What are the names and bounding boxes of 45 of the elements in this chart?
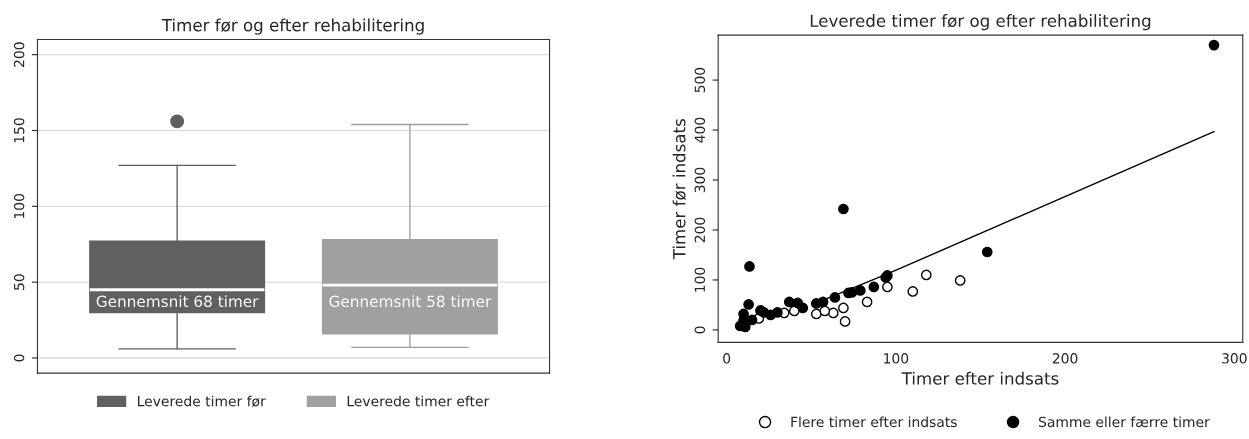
point xyxy=(744,261,755,272)
point xyxy=(854,285,866,296)
y-axis-title: Timer før indsats xyxy=(672,119,687,260)
legend-label: Leverede timer efter xyxy=(347,395,490,407)
legend-label: Flere timer efter indsats xyxy=(791,416,957,428)
point xyxy=(868,281,880,293)
point xyxy=(829,292,841,303)
y-tick-label: 200 xyxy=(694,217,706,243)
point xyxy=(819,305,831,317)
point xyxy=(861,296,873,308)
point xyxy=(838,203,849,215)
x-tick-label: 300 xyxy=(1222,353,1247,364)
y-tick-label: 200 xyxy=(13,42,25,67)
y-tick-label: 150 xyxy=(13,118,25,143)
x-tick-label: 200 xyxy=(1052,353,1078,364)
point xyxy=(792,297,804,309)
chart-title: Leverede timer før og efter rehabilitering xyxy=(810,14,1151,31)
y-tick-label: 400 xyxy=(694,117,706,143)
y-tick-label: 0 xyxy=(694,326,706,334)
y-tick-label: 100 xyxy=(694,267,706,292)
chart-title: Timer før og efter rehabilitering xyxy=(161,18,424,35)
point xyxy=(838,302,849,314)
point xyxy=(920,269,932,281)
point xyxy=(810,298,822,309)
legend-label: Leverede timer før xyxy=(138,395,266,407)
point xyxy=(810,308,822,320)
point xyxy=(1208,39,1220,51)
annotation: Gennemsnit 68 timer xyxy=(96,295,259,308)
point xyxy=(981,246,993,258)
x-tick-label: 100 xyxy=(884,353,909,364)
point xyxy=(954,275,966,286)
point xyxy=(907,286,919,297)
legend-label: Samme eller færre timer xyxy=(1038,416,1210,428)
x-axis-title: Timer efter indsats xyxy=(901,371,1059,385)
x-tick-label: 0 xyxy=(723,353,731,364)
y-tick-label: 100 xyxy=(13,194,25,219)
point xyxy=(783,296,795,308)
y-tick-label: 50 xyxy=(13,274,25,290)
annotation: Gennemsnit 58 timer xyxy=(329,295,492,308)
point xyxy=(839,316,851,327)
point xyxy=(743,299,754,310)
point xyxy=(882,281,893,293)
point xyxy=(755,305,766,316)
y-tick-label: 500 xyxy=(694,67,706,93)
y-tick-label: 300 xyxy=(694,167,706,193)
